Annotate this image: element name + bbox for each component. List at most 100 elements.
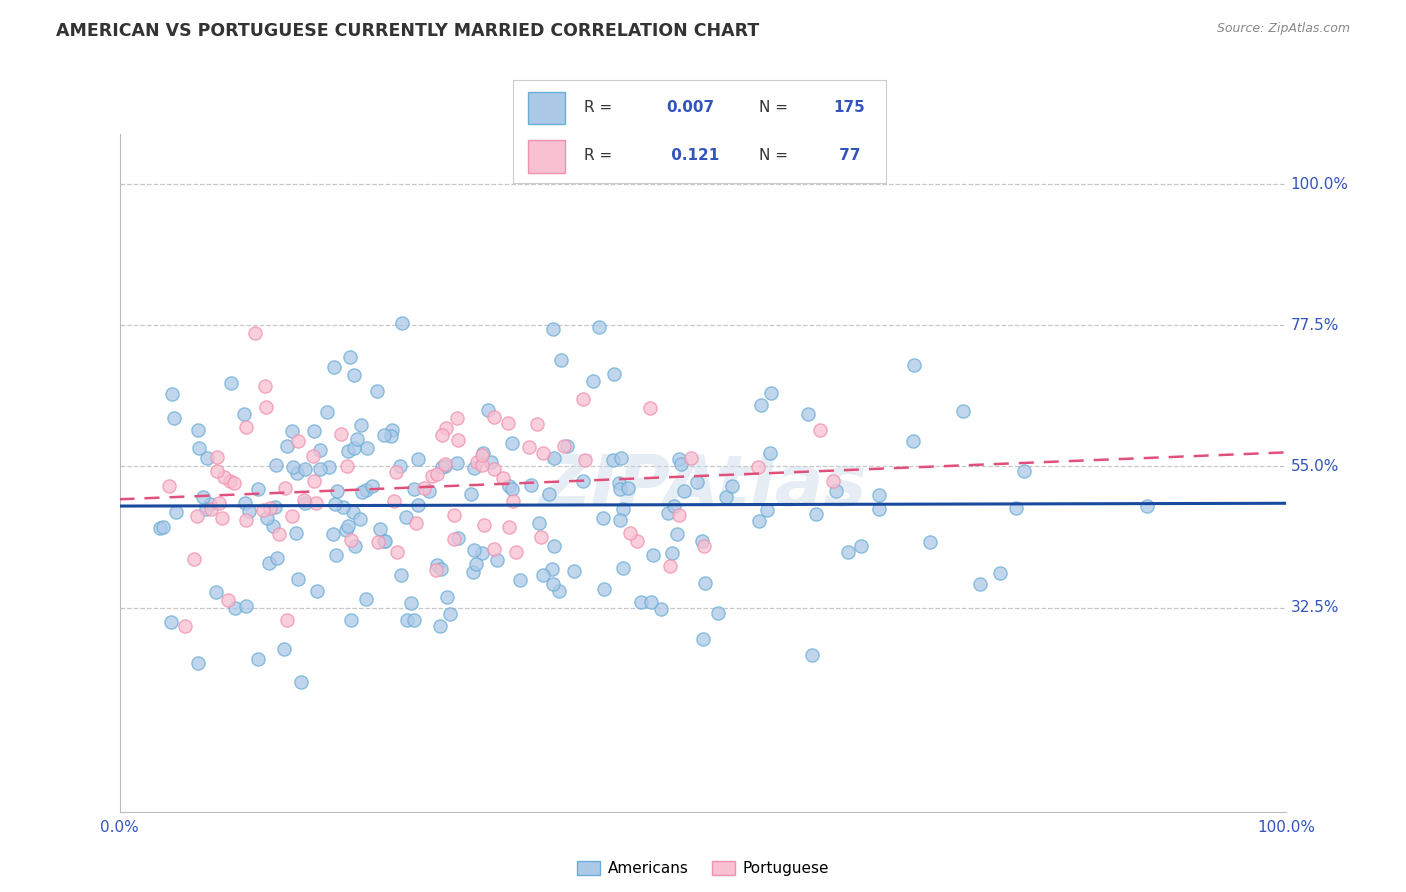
Point — [693, 539, 716, 553]
Point — [391, 317, 413, 331]
Point — [602, 453, 624, 467]
Point — [1136, 499, 1159, 513]
Point — [406, 451, 429, 466]
Point — [238, 503, 260, 517]
Point — [198, 497, 221, 511]
Point — [626, 534, 648, 549]
Point — [749, 398, 772, 412]
Point — [266, 550, 288, 565]
Point — [747, 460, 769, 475]
Text: ZIPAtlas: ZIPAtlas — [538, 452, 868, 521]
Point — [380, 429, 402, 443]
Text: 32.5%: 32.5% — [1291, 600, 1339, 615]
Text: N =: N = — [759, 148, 793, 162]
Text: 175: 175 — [834, 101, 865, 115]
Point — [305, 496, 328, 510]
Point — [638, 401, 661, 415]
Point — [283, 459, 305, 474]
Point — [501, 482, 523, 496]
Point — [160, 615, 183, 629]
Point — [342, 505, 364, 519]
Point — [301, 450, 323, 464]
Point — [332, 500, 354, 514]
Point — [287, 572, 309, 586]
Point — [200, 501, 222, 516]
Point — [520, 478, 543, 492]
Point — [849, 539, 872, 553]
Point — [541, 322, 564, 336]
Point — [247, 482, 270, 496]
Point — [325, 497, 347, 511]
Point — [208, 496, 231, 510]
Point — [356, 441, 378, 455]
Point — [526, 417, 548, 432]
Point — [276, 613, 298, 627]
Point — [304, 474, 326, 488]
Point — [868, 501, 890, 516]
Point — [337, 444, 360, 458]
Point — [460, 487, 482, 501]
Text: 100.0%: 100.0% — [1291, 177, 1348, 192]
Point — [808, 423, 831, 437]
Point — [336, 458, 359, 473]
Point — [212, 470, 235, 484]
Point — [527, 516, 550, 531]
Point — [755, 503, 778, 517]
Point — [284, 526, 307, 541]
Point — [804, 507, 827, 521]
Point — [302, 424, 325, 438]
Point — [443, 533, 465, 547]
Point — [530, 530, 553, 544]
Point — [823, 475, 845, 489]
Text: Source: ZipAtlas.com: Source: ZipAtlas.com — [1216, 22, 1350, 36]
Point — [339, 350, 361, 364]
Point — [721, 478, 744, 492]
Point — [211, 511, 233, 525]
Point — [903, 434, 925, 449]
Point — [354, 483, 377, 497]
Point — [264, 500, 287, 514]
Point — [356, 591, 378, 606]
Point — [748, 515, 770, 529]
Point — [474, 517, 496, 532]
Point — [343, 368, 366, 382]
Point — [868, 488, 890, 502]
Point — [276, 439, 298, 453]
Point — [219, 474, 242, 488]
Point — [797, 408, 820, 422]
Point — [498, 479, 520, 493]
Point — [548, 583, 571, 598]
Point — [165, 505, 187, 519]
Point — [217, 592, 239, 607]
Point — [349, 512, 371, 526]
Point — [498, 416, 520, 430]
Point — [247, 652, 270, 666]
FancyBboxPatch shape — [529, 140, 565, 173]
Point — [430, 459, 453, 474]
Point — [471, 546, 494, 560]
Point — [446, 411, 468, 425]
Point — [380, 423, 402, 437]
Point — [661, 546, 683, 560]
Point — [322, 359, 344, 374]
Point — [367, 535, 389, 549]
Point — [235, 599, 257, 613]
Text: R =: R = — [583, 101, 617, 115]
Point — [406, 498, 429, 512]
Point — [607, 476, 630, 491]
Point — [294, 493, 316, 508]
Point — [235, 420, 257, 434]
Point — [183, 551, 205, 566]
Point — [294, 496, 316, 510]
Point — [461, 566, 484, 580]
Point — [373, 534, 395, 549]
Point — [224, 601, 246, 615]
Point — [617, 481, 640, 495]
FancyBboxPatch shape — [529, 92, 565, 124]
Point — [163, 410, 186, 425]
Point — [472, 445, 495, 459]
Legend: Americans, Portuguese: Americans, Portuguese — [571, 855, 835, 882]
Point — [252, 503, 274, 517]
Point — [686, 475, 709, 490]
Point — [630, 595, 652, 609]
